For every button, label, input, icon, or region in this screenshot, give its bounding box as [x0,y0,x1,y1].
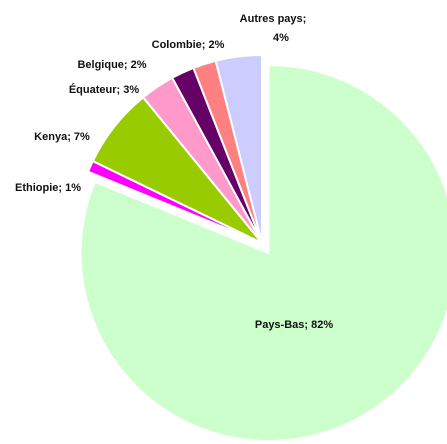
slice-labels: Pays-Bas; 82% Ethiopie; 1% Kenya; 7% Équ… [15,13,333,331]
pie-slice-pays-bas [79,63,447,442]
pie-slices [79,53,447,442]
label-equateur: Équateur; 3% [69,83,140,96]
label-autres-pays-line2: 4% [273,32,289,44]
label-belgique: Belgique; 2% [77,59,146,71]
pie-slice-autres-pays [214,53,263,244]
label-colombie: Colombie; 2% [152,39,225,51]
label-kenya: Kenya; 7% [34,131,90,143]
label-ethiopie: Ethiopie; 1% [15,182,81,194]
label-pays-bas: Pays-Bas; 82% [255,319,333,331]
label-autres-pays-line1: Autres pays; [240,13,307,25]
